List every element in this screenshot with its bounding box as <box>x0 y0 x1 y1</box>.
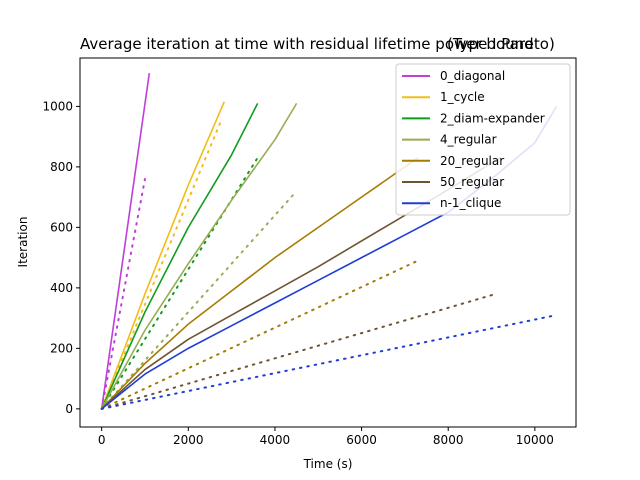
legend-label: 20_regular <box>440 154 504 168</box>
series-line-0-diagonal <box>100 73 151 409</box>
y-tick-label: 200 <box>50 341 73 355</box>
legend-label: 1_cycle <box>440 90 485 104</box>
x-tick-label: 10000 <box>516 433 554 447</box>
x-axis: 0 2000 4000 6000 8000 10000 <box>98 427 554 447</box>
series-dotted-n-1-clique <box>100 314 558 410</box>
x-tick-label: 4000 <box>260 433 291 447</box>
y-tick-label: 400 <box>50 281 73 295</box>
legend-label: n-1_clique <box>440 196 501 210</box>
y-tick-label: 1000 <box>42 99 73 113</box>
legend-frame <box>395 63 571 216</box>
plot-lines <box>100 73 558 410</box>
y-axis-label: Iteration <box>16 217 30 268</box>
series-line-2-diam-expander <box>100 103 259 410</box>
legend-label: 0_diagonal <box>440 69 505 83</box>
series-line-1-cycle <box>100 101 225 410</box>
legend-label: 50_regular <box>440 175 504 189</box>
x-axis-label: Time (s) <box>303 457 353 471</box>
chart-title-overlay: (Type I Pareto) <box>447 35 555 53</box>
chart-title: Average iteration at time with residual … <box>80 35 534 53</box>
y-tick-label: 800 <box>50 160 73 174</box>
y-axis: 0 200 400 600 800 1000 <box>42 99 80 416</box>
series-dotted-1-cycle <box>100 120 222 410</box>
x-tick-label: 8000 <box>433 433 464 447</box>
y-tick-label: 600 <box>50 220 73 234</box>
y-tick-label: 0 <box>65 402 73 416</box>
legend-label: 4_regular <box>440 133 497 147</box>
series-dotted-0-diagonal <box>100 177 146 410</box>
legend-items: 0_diagonal 1_cycle 2_diam-expander 4_regula… <box>402 69 545 210</box>
x-tick-label: 6000 <box>346 433 377 447</box>
series-dotted-20-regular <box>100 259 419 410</box>
series-dotted-4-regular <box>100 190 298 410</box>
plot-frame <box>79 57 577 428</box>
x-tick-label: 2000 <box>173 433 204 447</box>
legend: 0_diagonal 1_cycle 2_diam-expander 4_regula… <box>395 63 571 216</box>
series-line-4-regular <box>100 102 298 410</box>
series-dotted-50-regular <box>100 292 497 410</box>
x-tick-label: 0 <box>98 433 106 447</box>
legend-label: 2_diam-expander <box>440 111 545 125</box>
series-line-20-regular <box>101 157 419 410</box>
